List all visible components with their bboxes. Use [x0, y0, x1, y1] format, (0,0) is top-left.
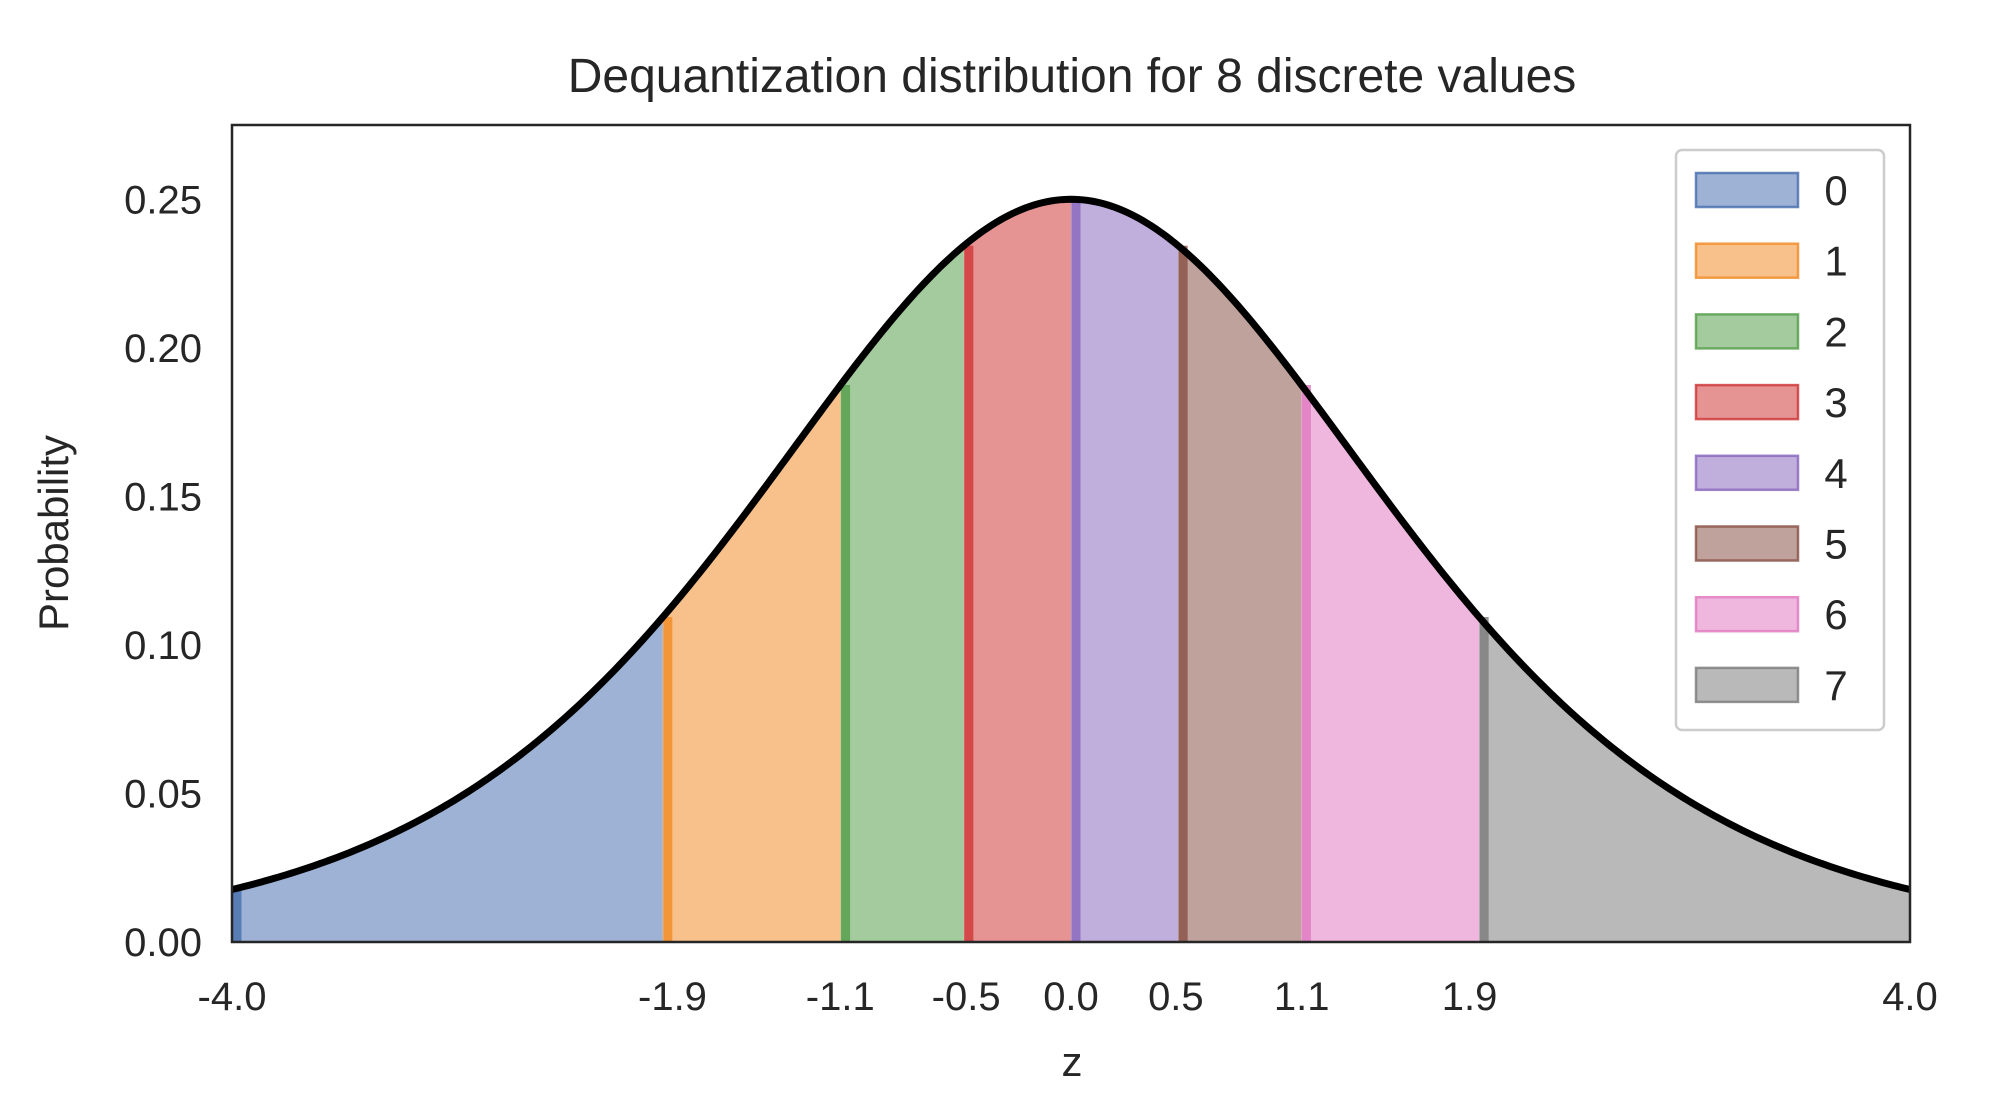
x-tick-label: 1.1 — [1274, 975, 1330, 1019]
area-region-4 — [1071, 199, 1179, 942]
y-tick-label: 0.10 — [124, 624, 202, 668]
y-axis-label: Probability — [30, 435, 77, 631]
area-region-7 — [1479, 617, 1910, 942]
x-axis-label: z — [1062, 1038, 1083, 1085]
area-region-6 — [1301, 384, 1480, 942]
legend-label-5: 5 — [1824, 521, 1847, 568]
legend-swatch-6 — [1694, 595, 1800, 633]
legend-label-3: 3 — [1824, 379, 1847, 426]
region-edges — [232, 199, 1489, 942]
y-tick-label: 0.25 — [124, 178, 202, 222]
y-tick-label: 0.20 — [124, 327, 202, 371]
y-tick-label: 0.05 — [124, 772, 202, 816]
x-tick-label: 1.9 — [1442, 975, 1498, 1019]
legend-swatch-7 — [1694, 666, 1800, 704]
legend-label-7: 7 — [1824, 662, 1847, 709]
x-tick-label: 0.5 — [1148, 975, 1204, 1019]
x-tick-label: -1.9 — [638, 975, 707, 1019]
legend: 0 1 2 3 4 5 6 7 — [1674, 148, 1886, 732]
area-region-2 — [840, 245, 964, 942]
area-region-0 — [232, 617, 663, 942]
area-region-3 — [963, 199, 1071, 942]
y-axis-ticks: 0.00 0.05 0.10 0.15 0.20 0.25 — [124, 178, 202, 965]
area-region-5 — [1178, 245, 1302, 942]
x-tick-label: -0.5 — [932, 975, 1001, 1019]
legend-label-2: 2 — [1824, 308, 1847, 355]
legend-swatch-4 — [1694, 454, 1800, 492]
legend-swatch-5 — [1694, 525, 1800, 562]
legend-swatch-1 — [1694, 242, 1800, 279]
x-tick-label: -1.1 — [806, 975, 875, 1019]
legend-label-0: 0 — [1824, 167, 1847, 214]
x-tick-label: 0.0 — [1043, 975, 1099, 1019]
legend-swatch-2 — [1694, 313, 1800, 350]
legend-box — [1674, 148, 1886, 732]
density-curve — [231, 195, 1911, 893]
x-axis-ticks: -4.0 -1.9 -1.1 -0.5 0.0 0.5 1.1 1.9 4.0 — [198, 975, 1938, 1019]
legend-swatch-0 — [1694, 171, 1800, 209]
plot-frame — [230, 123, 1912, 944]
legend-label-6: 6 — [1824, 591, 1847, 638]
legend-swatch-3 — [1694, 383, 1800, 421]
x-tick-label: -4.0 — [198, 975, 267, 1019]
legend-label-4: 4 — [1824, 450, 1847, 497]
x-tick-label: 4.0 — [1882, 975, 1938, 1019]
y-tick-label: 0.00 — [124, 921, 202, 965]
legend-label-1: 1 — [1824, 238, 1847, 285]
y-tick-label: 0.15 — [124, 475, 202, 519]
area-region-1 — [662, 384, 841, 942]
area-regions — [232, 199, 1910, 942]
chart-title: Dequantization distribution for 8 discre… — [568, 50, 1577, 103]
